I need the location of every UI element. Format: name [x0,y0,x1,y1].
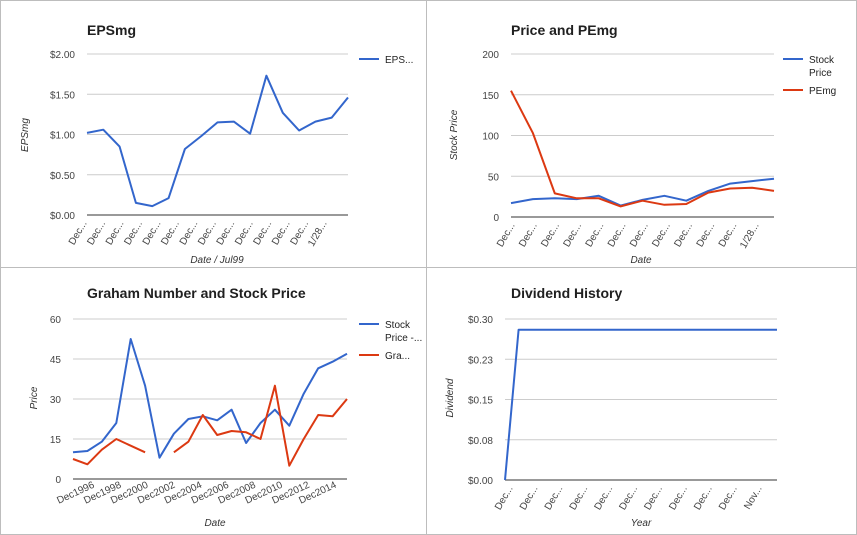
y-tick-label: 15 [50,435,62,446]
y-tick-label: 150 [482,91,499,102]
y-tick-label: 100 [482,132,499,143]
y-tick-label: 60 [50,315,62,326]
x-axis-title: Date [630,255,652,266]
chart-title: Dividend History [511,285,622,301]
y-tick-label: 30 [50,395,62,406]
series-line-1 [86,74,349,208]
legend-label: PEmg [809,86,836,97]
x-tick-label: Dec... [539,221,562,249]
x-tick-label: Dec... [593,484,616,512]
x-tick-label: Dec... [717,221,740,249]
y-axis-title: Price [29,386,40,409]
x-tick-label: 1/28... [738,221,761,251]
legend-label: Price -... [385,333,422,344]
chart-panel-epsmg: EPSmg $0.00 $0.50 $1.00 $1.50 $2.00 Dec... Dec.… [0,0,427,268]
chart-title: Price and PEmg [511,22,618,38]
series-line-2 [173,384,348,467]
y-tick-label: $1.50 [50,90,75,101]
x-tick-label: Nov... [742,484,764,511]
legend-label: EPS... [385,55,413,66]
y-tick-label: $0.23 [468,355,493,366]
x-tick-label: Dec... [618,484,641,512]
x-tick-label: Dec... [493,484,516,512]
series-line-1 [72,338,348,459]
chart-panel-price-pemg: Price and PEmg 0 50 100 150 200 Dec... Dec... De… [426,0,857,268]
x-tick-label: Dec... [650,221,673,249]
x-tick-label: Dec... [692,484,715,512]
legend-label: Price [809,68,832,79]
dividend-history-chart: Dividend History $0.00 $0.08 $0.15 $0.23 $0.3… [445,285,777,529]
y-axis-title: Stock Price [449,109,460,160]
x-tick-label: Dec... [717,484,740,512]
epsmg-chart: EPSmg$0.00$0.50$1.00$1.50$2.00Dec...Dec.… [20,22,413,266]
y-tick-label: 45 [50,355,62,366]
series-line-2 [510,90,775,208]
y-tick-label: $0.08 [468,436,493,447]
x-tick-label: Dec... [628,221,651,249]
x-tick-label: Dec... [672,221,695,249]
chart-panel-dividend-history: Dividend History $0.00 $0.08 $0.15 $0.23 $0.3… [426,267,857,535]
x-tick-label: Dec... [606,221,629,249]
x-tick-label: 1/28... [306,219,329,249]
y-tick-label: $1.00 [50,131,75,142]
graham-number-chart: Graham Number and Stock Price015304560De… [29,285,422,529]
y-tick-label: $0.50 [50,171,75,182]
y-tick-label: 0 [493,213,499,224]
y-tick-label: 50 [488,172,500,183]
x-tick-label: Dec... [667,484,690,512]
x-axis-title: Date / Jul99 [190,255,244,266]
series-line-2 [72,438,146,466]
y-tick-label: 0 [55,475,61,486]
x-tick-label: Dec... [584,221,607,249]
x-tick-label: Dec... [562,221,585,249]
legend-label: Gra... [385,351,410,362]
x-tick-label: Dec... [568,484,591,512]
chart-panel-graham-number: Graham Number and Stock Price 0 15 30 45 60 De… [0,267,427,535]
y-tick-label: $0.00 [468,476,493,487]
chart-title: EPSmg [87,22,136,38]
x-tick-label: Dec... [695,221,718,249]
y-tick-label: $0.30 [468,315,493,326]
y-tick-label: $0.00 [50,211,75,222]
y-axis-title: Dividend [445,378,456,417]
y-tick-label: $0.15 [468,396,493,407]
y-tick-label: $2.00 [50,50,75,61]
x-tick-label: Dec... [543,484,566,512]
chart-title: Graham Number and Stock Price [87,285,306,301]
y-tick-label: 200 [482,50,499,61]
x-tick-label: Dec... [518,484,541,512]
x-axis-title: Date [204,518,226,529]
series-line-1 [504,328,777,481]
x-axis-title: Year [631,518,652,529]
legend-label: Stock [385,320,411,331]
x-tick-label: Dec... [495,221,518,249]
x-tick-label: Dec... [517,221,540,249]
x-tick-label: Dec... [642,484,665,512]
y-axis-title: EPSmg [20,118,31,152]
legend-label: Stock [809,55,835,66]
